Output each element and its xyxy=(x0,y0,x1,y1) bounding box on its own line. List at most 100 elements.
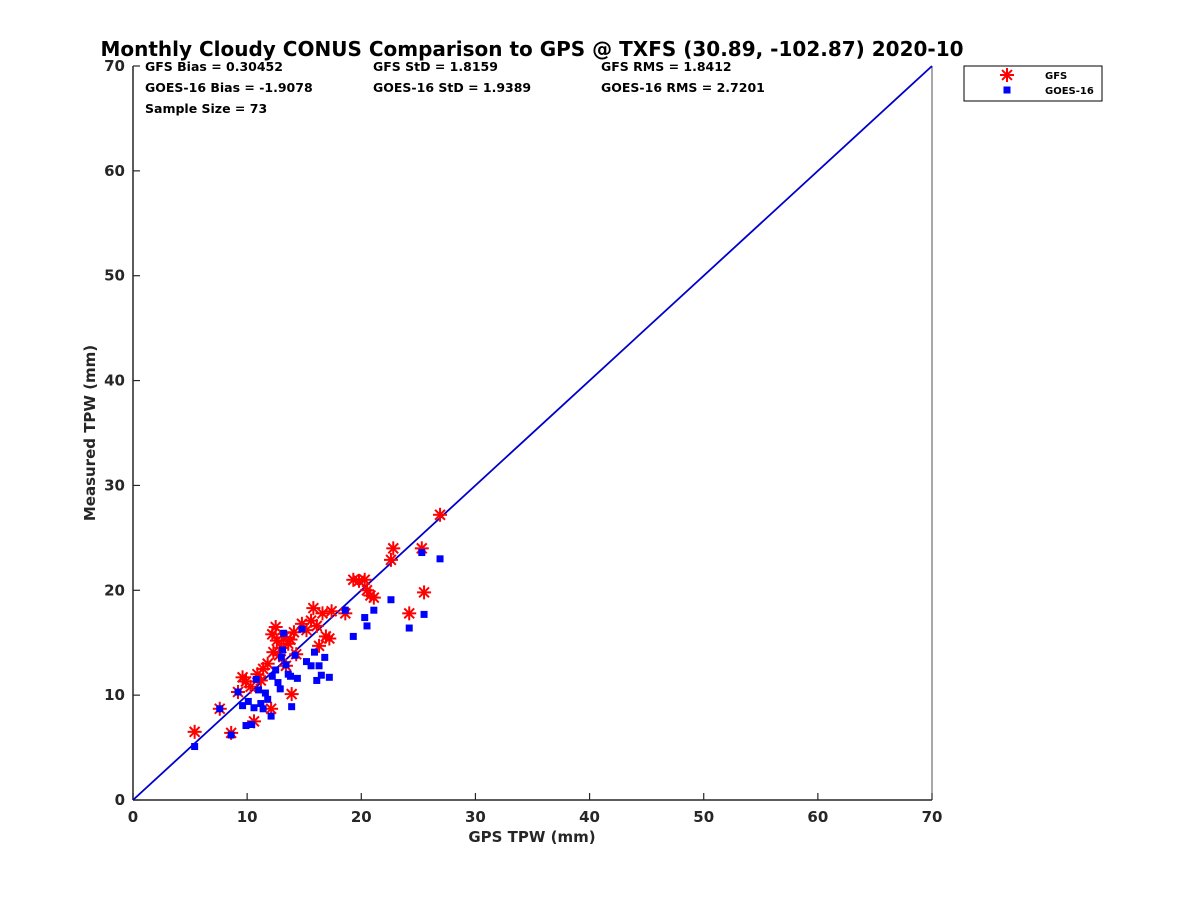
x-tick-label: 60 xyxy=(807,808,828,826)
goes16-point xyxy=(287,672,295,680)
goes16-point xyxy=(418,549,426,557)
x-axis-label: GPS TPW (mm) xyxy=(468,828,595,846)
gfs-point xyxy=(366,590,381,605)
goes16-point xyxy=(248,721,256,729)
y-tick-label: 30 xyxy=(104,476,125,494)
goes16-point xyxy=(315,662,323,670)
legend-goes16-label: GOES-16 xyxy=(1045,86,1094,97)
y-tick-label: 40 xyxy=(104,372,125,390)
goes16-point xyxy=(436,555,444,563)
x-tick-label: 10 xyxy=(237,808,258,826)
goes16-point xyxy=(291,651,299,659)
goes16-point xyxy=(280,629,288,637)
legend-goes16-marker xyxy=(1003,86,1011,94)
goes16-point xyxy=(244,697,252,705)
legend-gfs-marker xyxy=(1000,68,1014,82)
gfs-point xyxy=(309,618,324,633)
goes16-point xyxy=(293,674,301,682)
gfs-point xyxy=(187,724,202,739)
gfs-point xyxy=(402,606,417,621)
goes16-point xyxy=(370,606,378,614)
goes16-point xyxy=(361,614,369,622)
x-ticks: 0 10 20 30 40 50 60 70 xyxy=(128,793,942,826)
goes16-point xyxy=(310,648,318,656)
gfs-point xyxy=(283,632,298,647)
goes16-point xyxy=(288,703,296,711)
gfs-point xyxy=(324,604,339,619)
goes16-point xyxy=(341,606,349,614)
gfs-point xyxy=(386,541,401,556)
gfs-point xyxy=(357,572,372,587)
goes16-point xyxy=(277,653,285,661)
goes16-point xyxy=(349,632,357,640)
x-tick-label: 50 xyxy=(693,808,714,826)
goes16-point xyxy=(274,679,282,687)
legend-gfs-asterisk xyxy=(1000,68,1014,82)
goes16-point xyxy=(267,712,275,720)
gfs-point xyxy=(260,656,275,671)
goes16-point xyxy=(279,646,287,654)
goes16-point xyxy=(276,685,284,693)
goes16-point xyxy=(321,653,329,661)
series-goes16-markers xyxy=(191,549,444,751)
goes16-point xyxy=(250,704,258,712)
goes16-point xyxy=(261,689,269,697)
goes16-point xyxy=(234,688,242,696)
legend-goes16-square xyxy=(1003,86,1011,94)
goes16-point xyxy=(242,722,250,730)
one-to-one-line xyxy=(132,65,933,801)
goes16-point xyxy=(216,705,224,713)
gfs-point xyxy=(417,585,432,600)
gfs-point xyxy=(315,606,330,621)
goes16-point xyxy=(252,675,260,683)
goes16-point xyxy=(420,610,428,618)
goes16-point xyxy=(227,731,235,739)
sample-size-text: Sample Size = 73 xyxy=(145,101,267,116)
goes-rms-text: GOES-16 RMS = 2.7201 xyxy=(601,80,765,95)
y-tick-label: 10 xyxy=(104,686,125,704)
gfs-bias-text: GFS Bias = 0.30452 xyxy=(145,59,283,74)
goes16-point xyxy=(272,666,280,674)
goes-bias-text: GOES-16 Bias = -1.9078 xyxy=(145,80,313,95)
goes16-point xyxy=(259,705,267,713)
goes16-point xyxy=(264,695,272,703)
goes16-point xyxy=(191,743,199,751)
legend: GFS GOES-16 xyxy=(963,65,1103,102)
goes16-point xyxy=(313,676,321,684)
goes16-point xyxy=(307,662,315,670)
goes16-point xyxy=(302,658,310,666)
goes16-point xyxy=(268,672,276,680)
y-axis-label: Measured TPW (mm) xyxy=(81,345,99,521)
legend-gfs-label: GFS xyxy=(1045,71,1067,82)
gfs-point xyxy=(322,631,337,646)
goes16-point xyxy=(257,700,265,708)
goes16-point xyxy=(317,671,325,679)
goes16-point xyxy=(255,686,263,694)
goes16-point xyxy=(282,661,290,669)
goes-std-text: GOES-16 StD = 1.9389 xyxy=(373,80,531,95)
goes16-point xyxy=(298,625,306,633)
y-tick-label: 60 xyxy=(104,162,125,180)
y-tick-label: 0 xyxy=(115,791,125,809)
plot-area: 0 10 20 30 40 50 60 70 0 10 20 30 40 50 60 70 xyxy=(104,57,942,826)
gfs-point xyxy=(383,552,398,567)
legend-box xyxy=(963,65,1103,102)
gfs-point xyxy=(284,687,299,702)
gfs-point xyxy=(268,619,283,634)
series-gfs-markers xyxy=(187,507,448,740)
statistics-annotation: GFS Bias = 0.30452 GOES-16 Bias = -1.907… xyxy=(145,59,765,116)
x-tick-label: 30 xyxy=(465,808,486,826)
goes16-point xyxy=(239,702,247,710)
gfs-point xyxy=(433,507,448,522)
y-tick-label: 50 xyxy=(104,267,125,285)
x-tick-label: 0 xyxy=(128,808,138,826)
goes16-point xyxy=(405,624,413,632)
goes16-point xyxy=(325,673,333,681)
gfs-rms-text: GFS RMS = 1.8412 xyxy=(601,59,732,74)
goes16-point xyxy=(363,622,371,630)
y-tick-label: 20 xyxy=(104,581,125,599)
y-tick-label: 70 xyxy=(104,57,125,75)
x-tick-label: 20 xyxy=(351,808,372,826)
gfs-std-text: GFS StD = 1.8159 xyxy=(373,59,498,74)
